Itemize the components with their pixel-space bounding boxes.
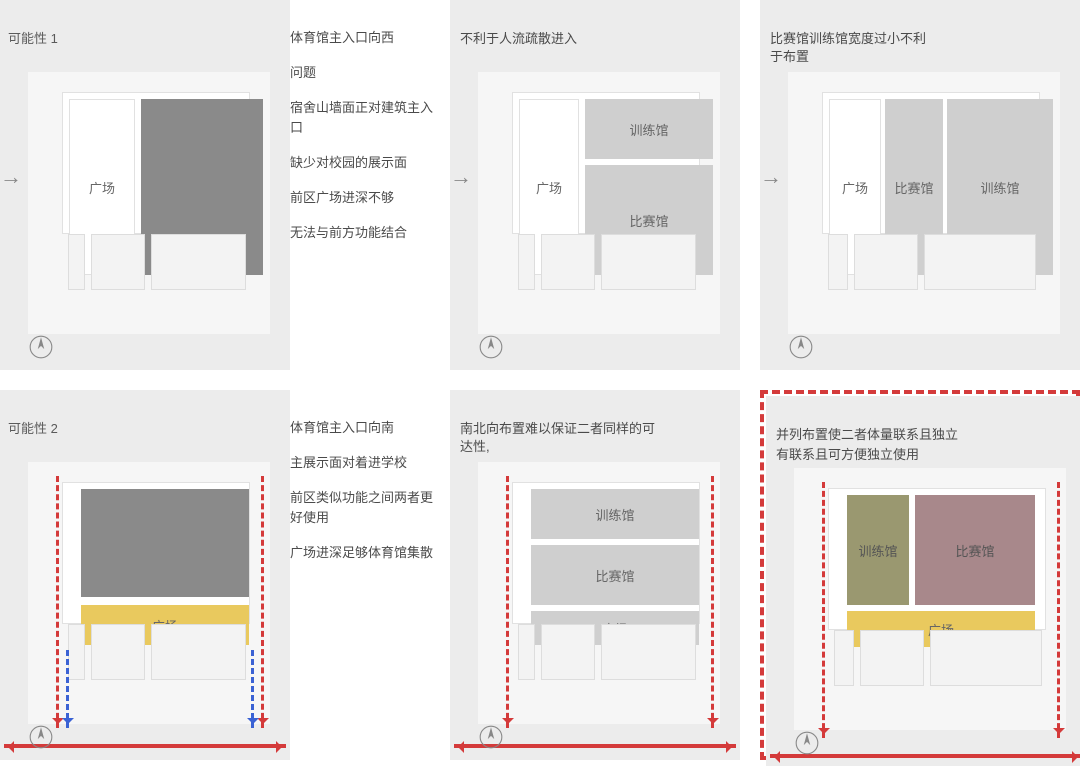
red-arrow-v — [506, 476, 509, 728]
gap — [740, 0, 760, 370]
panel-r2c3: 南北向布置难以保证二者同样的可 达性, 训练馆 比赛馆 广场 — [450, 390, 740, 760]
red-arrow-v — [711, 476, 714, 728]
text-line: 广场进深足够体育馆集散 — [290, 543, 442, 564]
entry-arrow-icon — [0, 172, 26, 186]
compass-icon — [478, 724, 504, 750]
competition-block: 比赛馆 — [531, 545, 699, 605]
entry-arrow-icon — [450, 172, 476, 186]
text-line: 主展示面对着进学校 — [290, 453, 442, 474]
possibility-2-label: 可能性 2 — [8, 418, 58, 437]
competition-block: 比赛馆 — [915, 495, 1035, 605]
context-buildings — [828, 234, 1036, 290]
red-arrow-v — [261, 476, 264, 728]
site-outline: 训练馆 比赛馆 广场 — [478, 462, 720, 724]
blue-arrow-v — [251, 650, 254, 728]
context-buildings — [68, 234, 246, 290]
panel-title: 不利于人流疏散进入 — [460, 28, 577, 47]
panel-title-2: 于布置 — [770, 46, 809, 65]
panel-r1c1: 可能性 1 校路 广场 — [0, 0, 290, 370]
context-buildings — [518, 624, 696, 680]
panel-title: 并列布置使二者体量联系且独立 — [776, 424, 958, 443]
blue-arrow-v — [66, 650, 69, 728]
context-buildings — [68, 624, 246, 680]
gap — [740, 390, 760, 760]
training-block: 训练馆 — [531, 489, 699, 539]
panel-title: 比赛馆训练馆宽度过小不利 — [770, 28, 926, 47]
building-pad: 训练馆 比赛馆 广场 — [512, 482, 700, 624]
text-line: 体育馆主入口向西 — [290, 28, 442, 49]
panel-r1c5: 比赛馆训练馆宽度过小不利 于布置 广场 比赛馆 训练馆 — [760, 0, 1080, 370]
mass-block — [81, 489, 249, 597]
panel-r1c3: 不利于人流疏散进入 广场 训练馆 比赛馆 — [450, 0, 740, 370]
text-line: 前区类似功能之间两者更好使用 — [290, 488, 442, 530]
site-outline: 广场 — [28, 462, 270, 724]
labels-r2c2: 体育馆主入口向南 主展示面对着进学校 前区类似功能之间两者更好使用 广场进深足够… — [290, 390, 450, 760]
context-buildings — [518, 234, 696, 290]
labels-r1c2: 体育馆主入口向西 问题 宿舍山墙面正对建筑主入口 缺少对校园的展示面 前区广场进… — [290, 0, 450, 370]
row-gap — [0, 370, 1080, 390]
panel-r2c1: 可能性 2 广场 — [0, 390, 290, 760]
text-line: 无法与前方功能结合 — [290, 223, 442, 244]
site-outline: 广场 比赛馆 训练馆 — [788, 72, 1060, 334]
compass-icon — [28, 334, 54, 360]
red-arrow-v — [1057, 482, 1060, 738]
compass-icon — [478, 334, 504, 360]
panel-r2c5-highlighted: 并列布置使二者体量联系且独立 有联系且可方便独立使用 训练馆 比赛馆 广场 — [760, 390, 1080, 760]
context-buildings — [834, 630, 1042, 686]
possibility-1-label: 可能性 1 — [8, 28, 58, 47]
entry-arrow-icon — [760, 172, 786, 186]
site-outline: 广场 — [28, 72, 270, 334]
building-pad: 广场 — [62, 92, 250, 234]
training-block: 训练馆 — [585, 99, 713, 159]
site-outline: 广场 训练馆 比赛馆 — [478, 72, 720, 334]
text-line: 宿舍山墙面正对建筑主入口 — [290, 98, 442, 140]
panel-title: 南北向布置难以保证二者同样的可 — [460, 418, 655, 437]
building-pad: 训练馆 比赛馆 广场 — [828, 488, 1046, 630]
site-outline: 训练馆 比赛馆 广场 — [794, 468, 1066, 730]
text-line: 体育馆主入口向南 — [290, 418, 442, 439]
text-line: 问题 — [290, 63, 442, 84]
building-pad: 广场 训练馆 比赛馆 — [512, 92, 700, 234]
training-block: 训练馆 — [847, 495, 909, 605]
compass-icon — [794, 730, 820, 756]
building-pad: 广场 比赛馆 训练馆 — [822, 92, 1040, 234]
building-pad: 广场 — [62, 482, 250, 624]
panel-title-2: 达性, — [460, 436, 490, 455]
text-line: 前区广场进深不够 — [290, 188, 442, 209]
compass-icon — [28, 724, 54, 750]
red-arrow-v — [56, 476, 59, 728]
panel-title-2: 有联系且可方便独立使用 — [776, 444, 919, 463]
red-arrow-v — [822, 482, 825, 738]
compass-icon — [788, 334, 814, 360]
text-line: 缺少对校园的展示面 — [290, 153, 442, 174]
